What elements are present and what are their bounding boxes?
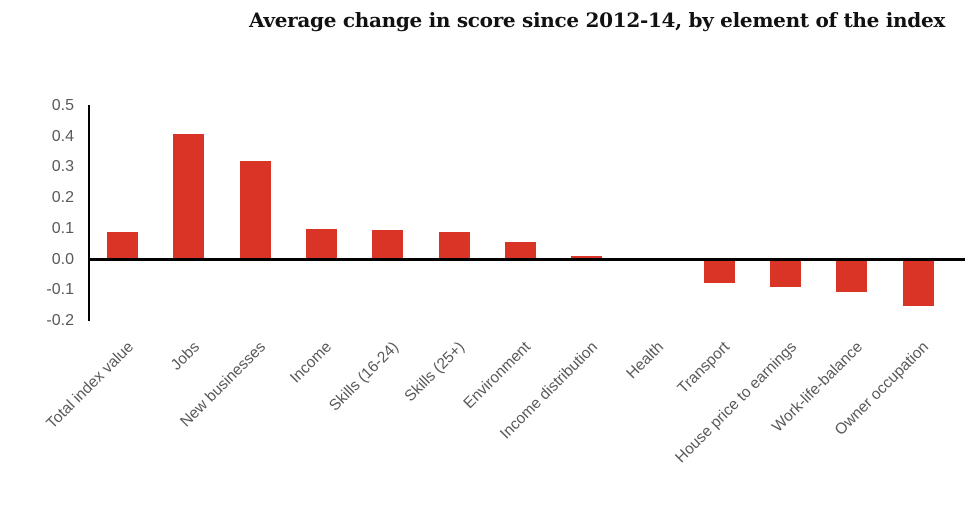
- y-axis-tick-label--0.2: -0.2: [46, 311, 74, 329]
- bar-house-price-to-earnings: [770, 259, 802, 287]
- chart-title: Average change in score since 2012-14, b…: [249, 8, 945, 32]
- y-axis-tick-label-0.5: 0.5: [51, 97, 74, 114]
- bar-new-businesses: [239, 161, 271, 260]
- x-axis-zero-line: [88, 258, 965, 261]
- bar-skills-25: [438, 232, 470, 260]
- y-axis-tick-label-0.2: 0.2: [51, 189, 74, 207]
- y-axis-tick-label-0.1: 0.1: [51, 219, 74, 237]
- y-axis-line: [88, 105, 90, 321]
- bar-owner-occupation: [902, 259, 934, 307]
- bar-total-index-value: [107, 232, 138, 260]
- bar-jobs: [173, 133, 205, 260]
- y-axis-tick-label--0.1: -0.1: [46, 281, 74, 299]
- bar-transport: [703, 259, 735, 283]
- y-axis-tick-label-0.0: 0.0: [51, 250, 74, 268]
- bar-income-distribution: [571, 255, 603, 260]
- y-axis-tick-label-0.3: 0.3: [51, 158, 74, 176]
- bar-work-life-balance: [836, 259, 868, 292]
- bar-skills-16-24: [372, 230, 404, 260]
- bar-environment: [504, 242, 536, 260]
- bar-income: [305, 229, 337, 260]
- y-axis-tick-label-0.4: 0.4: [51, 127, 74, 145]
